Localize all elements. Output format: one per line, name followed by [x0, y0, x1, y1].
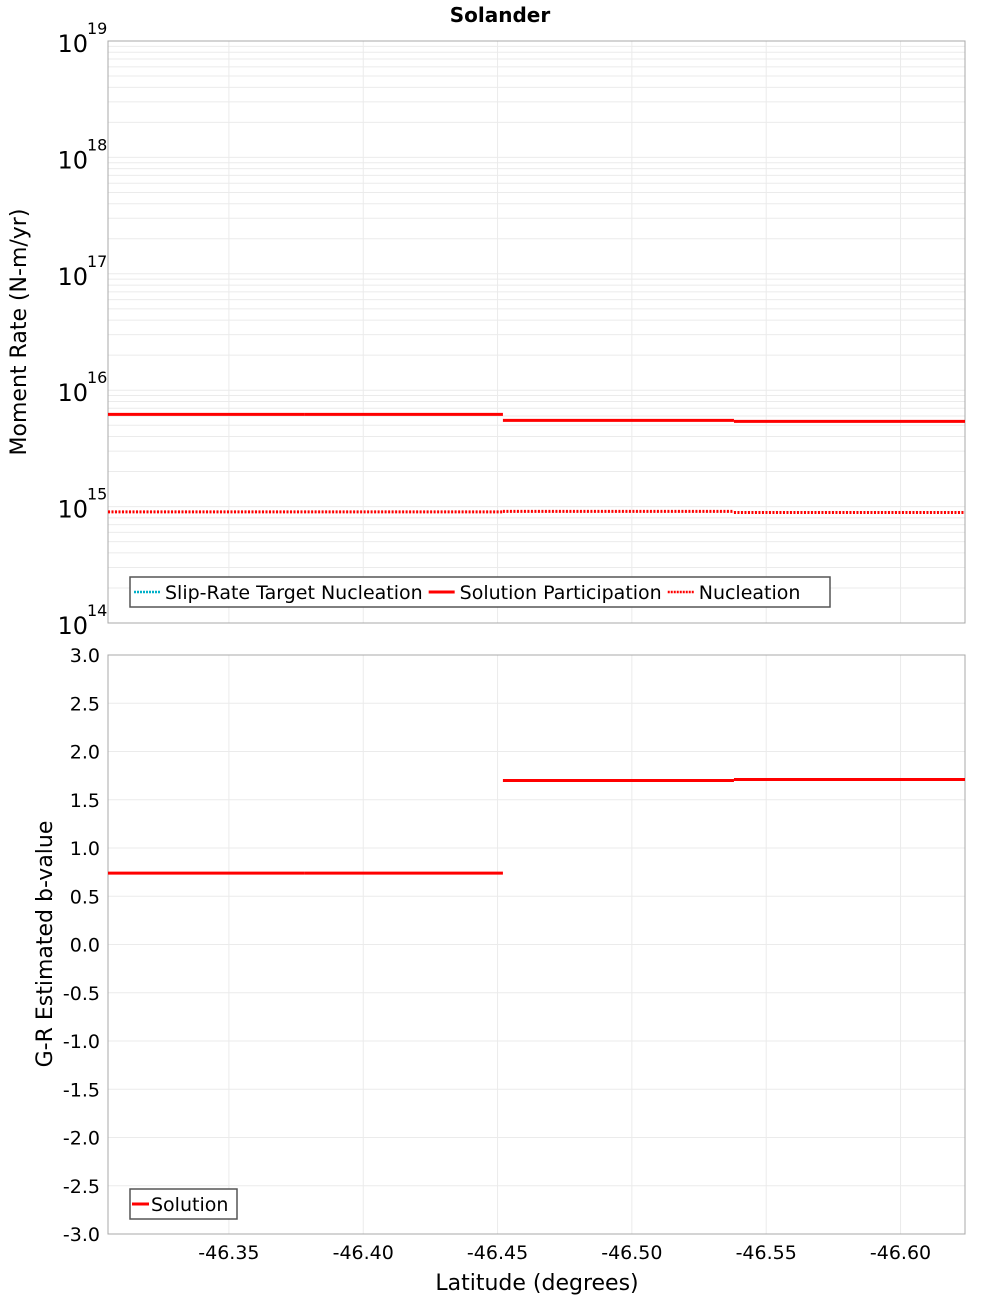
y-tick-label: 1.5 — [70, 790, 100, 812]
y-tick-label: -2.5 — [63, 1176, 100, 1198]
b-value-series — [108, 777, 965, 875]
y-tick-label: 3.0 — [70, 645, 100, 667]
moment-rate-legend: Slip-Rate Target Nucleation Solution Part… — [129, 576, 831, 608]
y-tick-label: 2.5 — [70, 693, 100, 715]
y-tick-label: 0.0 — [70, 935, 100, 957]
x-axis-ticks: -46.35 -46.40 -46.45 -46.50 -46.55 -46.60 — [198, 1242, 931, 1264]
x-tick-label: -46.55 — [736, 1242, 797, 1264]
x-tick-label: -46.40 — [333, 1242, 394, 1264]
x-tick-label: -46.60 — [870, 1242, 931, 1264]
b-value-y-axis-label: G-R Estimated b-value — [33, 821, 58, 1068]
svg-text:14: 14 — [87, 601, 107, 620]
b-value-grid — [108, 654, 965, 1235]
svg-text:10: 10 — [57, 496, 88, 524]
y-tick-label: -2.0 — [63, 1128, 100, 1150]
y-tick-label: -0.5 — [63, 983, 100, 1005]
legend-box — [129, 1188, 238, 1220]
b-value-legend: Solution — [129, 1188, 238, 1220]
legend-label: Slip-Rate Target Nucleation — [165, 582, 423, 604]
y-tick-label: -3.0 — [63, 1224, 100, 1246]
moment-rate-y-axis-label: Moment Rate (N-m/yr) — [7, 209, 32, 456]
chart-title: Solander — [450, 3, 551, 27]
legend-box — [129, 576, 831, 608]
svg-text:10: 10 — [57, 612, 88, 640]
x-tick-label: -46.45 — [467, 1242, 528, 1264]
legend-item: Nucleation — [667, 582, 801, 604]
b-value-y-ticks: 3.0 2.5 2.0 1.5 1.0 0.5 0.0 -0.5 -1.0 -1.5 -2.0 -2.… — [63, 645, 100, 1246]
legend-label: Solution Participation — [460, 582, 662, 604]
x-tick-label: -46.35 — [198, 1242, 259, 1264]
y-tick-label: 1.0 — [70, 838, 100, 860]
svg-text:15: 15 — [87, 485, 107, 504]
svg-text:10: 10 — [57, 379, 88, 407]
svg-text:18: 18 — [87, 135, 107, 154]
x-tick-label: -46.50 — [601, 1242, 662, 1264]
legend-item: Slip-Rate Target Nucleation — [134, 582, 423, 604]
y-tick-label: -1.5 — [63, 1079, 100, 1101]
y-tick-label: 2.0 — [70, 742, 100, 764]
legend-label: Solution — [151, 1194, 228, 1216]
svg-text:19: 19 — [87, 19, 107, 38]
y-tick-label: 0.5 — [70, 886, 100, 908]
svg-text:10: 10 — [57, 146, 88, 174]
svg-text:16: 16 — [87, 368, 107, 387]
legend-item: Solution — [132, 1194, 228, 1216]
x-axis-label: Latitude (degrees) — [435, 1271, 638, 1296]
svg-text:10: 10 — [57, 30, 88, 58]
svg-text:10: 10 — [57, 263, 88, 291]
moment-rate-series — [108, 412, 965, 514]
y-tick-label: -1.0 — [63, 1031, 100, 1053]
legend-label: Nucleation — [699, 582, 801, 604]
b-value-panel: 3.0 2.5 2.0 1.5 1.0 0.5 0.0 -0.5 -1.0 -1.5 -2.0 -2.… — [33, 645, 966, 1246]
moment-rate-plot-frame — [107, 40, 966, 624]
moment-rate-grid — [108, 41, 965, 624]
svg-text:17: 17 — [87, 252, 107, 271]
legend-item: Solution Participation — [428, 582, 662, 604]
b-value-plot-frame — [107, 654, 966, 1235]
